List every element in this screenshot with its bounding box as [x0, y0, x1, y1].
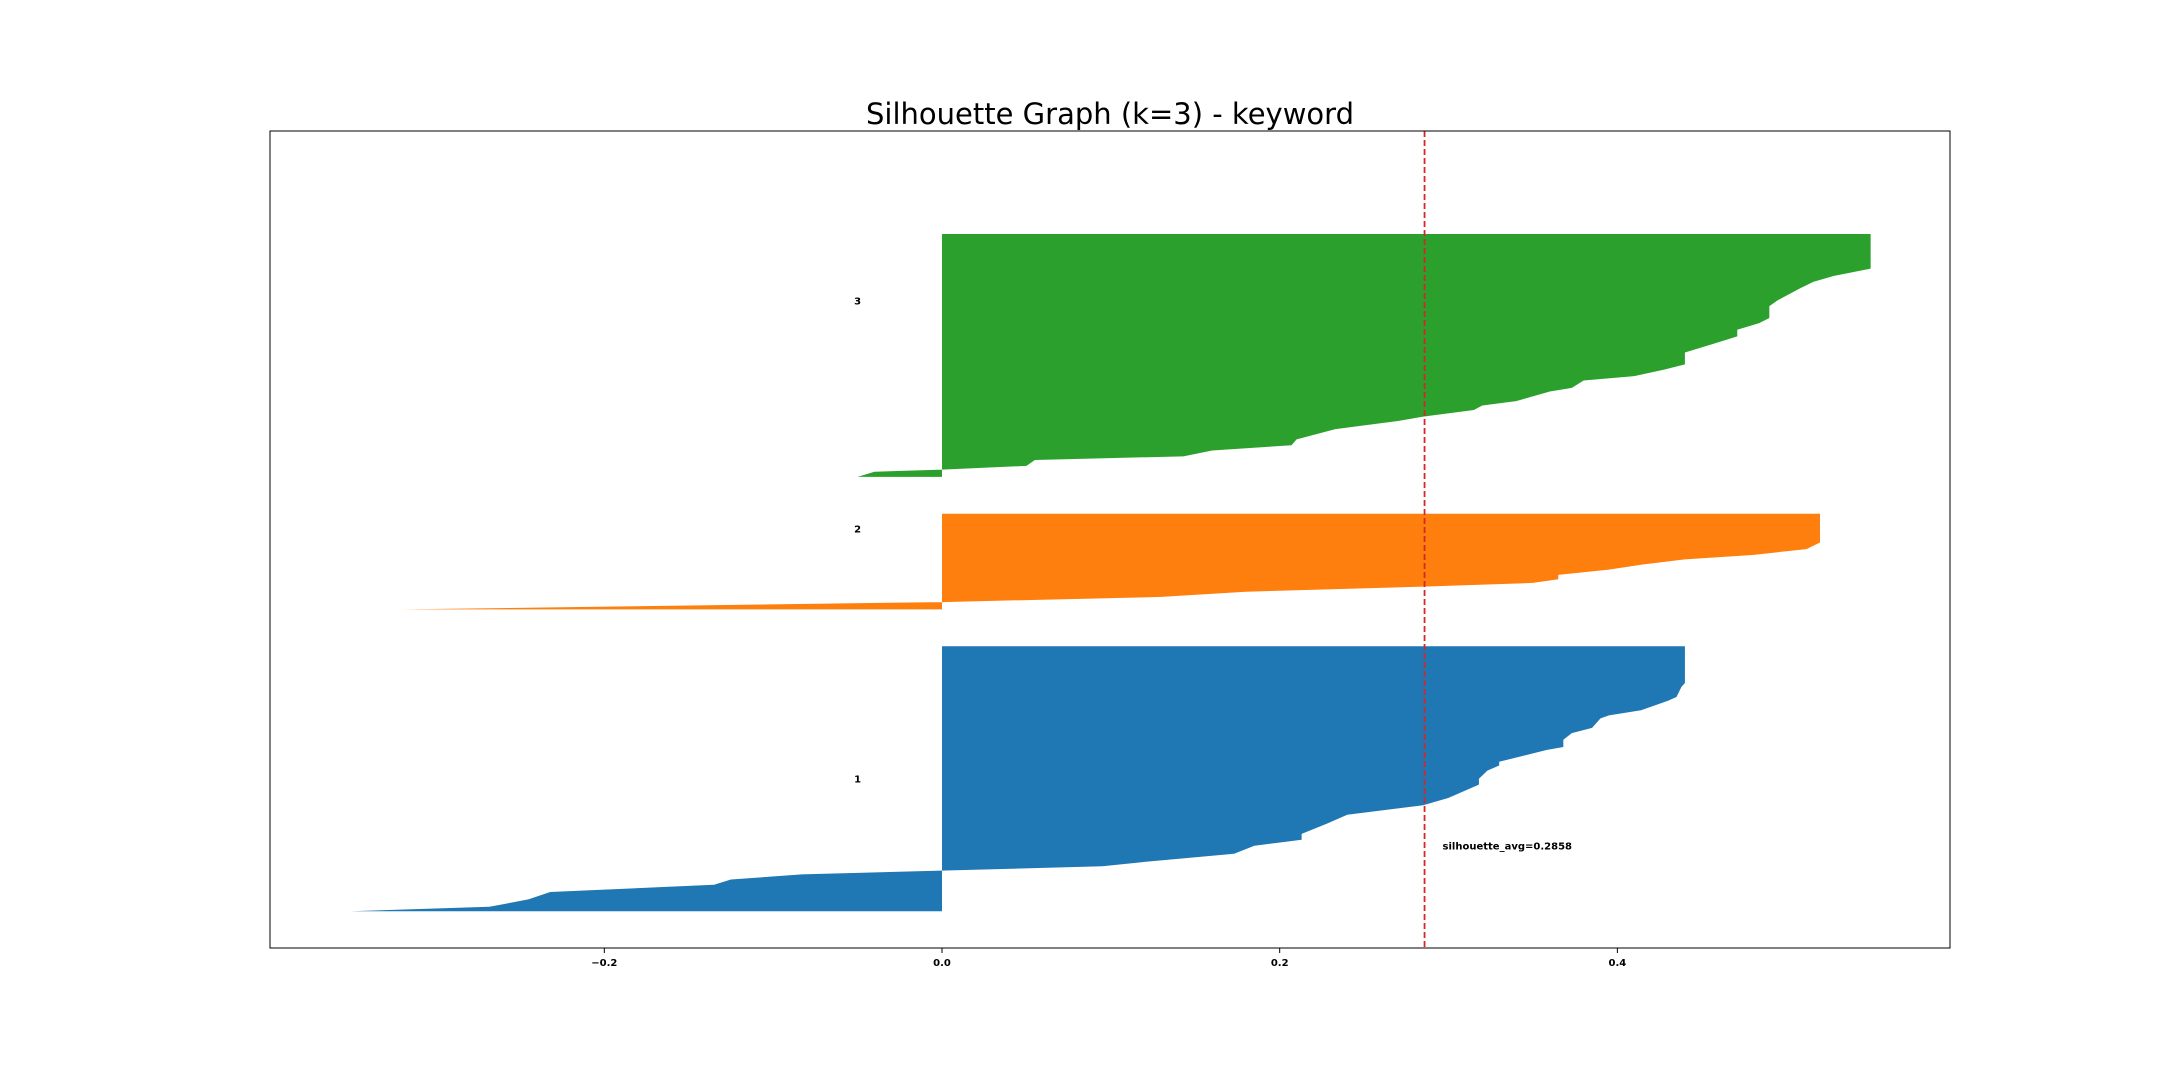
cluster-label-2: 2 [854, 524, 861, 535]
x-tick-label: 0.2 [1271, 958, 1289, 969]
plot-area-frame [269, 130, 1951, 949]
x-tick-label: 0.0 [933, 958, 951, 969]
x-axis-ticks: −0.2 0.0 0.2 0.4 [591, 948, 1626, 969]
silhouette-series-layer [351, 234, 1871, 912]
silhouette-cluster-3 [857, 234, 1871, 477]
chart-title: Silhouette Graph (k=3) - keyword [866, 97, 1354, 131]
cluster-label-3: 3 [854, 296, 861, 307]
average-silhouette-label: silhouette_avg=0.2858 [1443, 842, 1572, 853]
x-tick-label: −0.2 [591, 958, 617, 969]
cluster-labels: 1 2 3 [854, 296, 861, 785]
cluster-label-1: 1 [854, 775, 861, 786]
silhouette-cluster-2 [401, 513, 1820, 610]
x-tick-label: 0.4 [1609, 958, 1627, 969]
silhouette-cluster-1 [351, 646, 1685, 912]
